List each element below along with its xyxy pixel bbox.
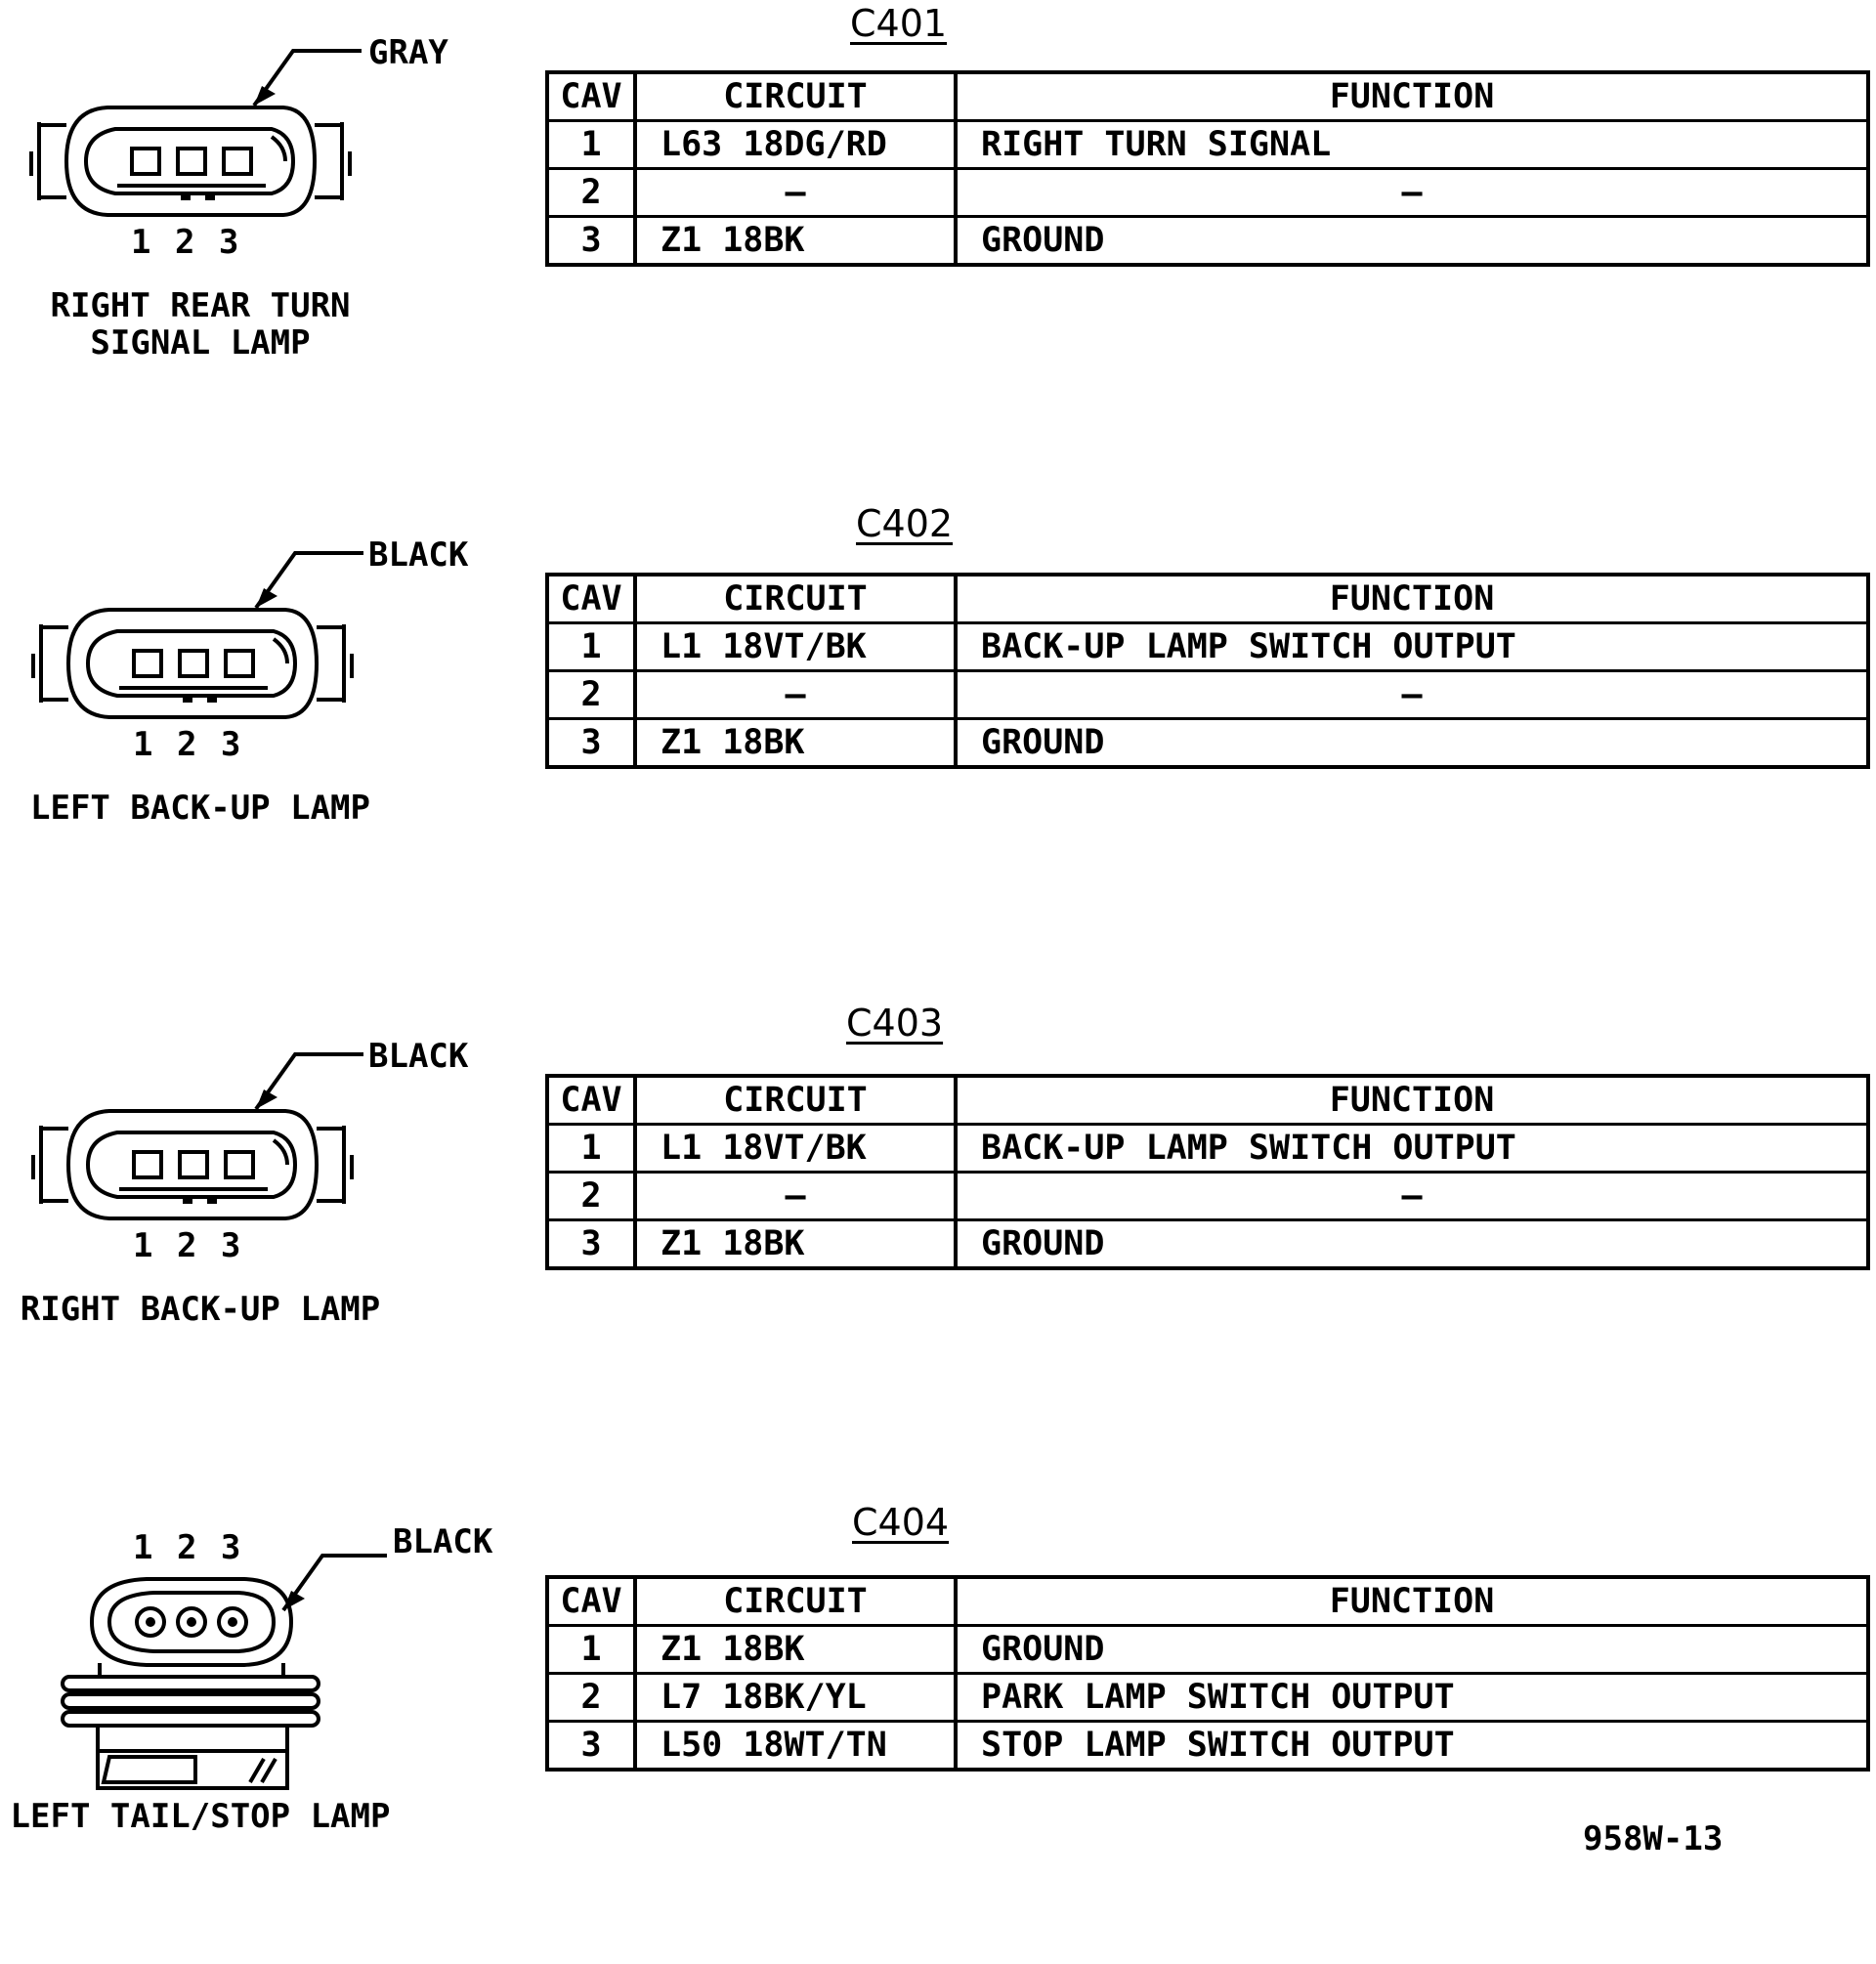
connector-name: RIGHT BACK-UP LAMP <box>20 1290 381 1329</box>
header-cav: CAV <box>547 1577 637 1627</box>
table-row: 2 – – <box>547 168 1868 218</box>
cell-cav: 3 <box>547 1721 637 1772</box>
table-header-row: CAV CIRCUIT FUNCTION <box>547 72 1868 122</box>
pin-numbers: 1 2 3 <box>133 1226 243 1265</box>
table-row: 1 L1 18VT/BK BACK-UP LAMP SWITCH OUTPUT <box>547 1124 1868 1174</box>
wire-color-label: BLACK <box>393 1522 493 1561</box>
cell-function: GROUND <box>956 216 1868 267</box>
header-circuit: CIRCUIT <box>635 1076 958 1126</box>
connector-section-c402: BLACK 1 2 3 LEFT BACK-UP LAMP C402 CAV C… <box>0 502 1876 961</box>
cell-function: GROUND <box>956 1219 1868 1270</box>
cell-function: PARK LAMP SWITCH OUTPUT <box>956 1673 1868 1723</box>
table-row: 1 Z1 18BK GROUND <box>547 1625 1868 1675</box>
cell-circuit: L1 18VT/BK <box>635 1124 958 1174</box>
table-header-row: CAV CIRCUIT FUNCTION <box>547 575 1868 624</box>
pin-numbers: 1 2 3 <box>133 1528 243 1567</box>
cell-cav: 1 <box>547 1124 637 1174</box>
header-circuit: CIRCUIT <box>635 72 958 122</box>
wire-color-label: BLACK <box>368 1037 469 1076</box>
connector-id: C401 <box>850 2 948 45</box>
cell-cav: 1 <box>547 1625 637 1675</box>
header-function: FUNCTION <box>956 72 1868 122</box>
table-header-row: CAV CIRCUIT FUNCTION <box>547 1076 1868 1126</box>
flat-connector-icon <box>31 1052 363 1220</box>
cell-cav: 1 <box>547 622 637 672</box>
cell-function: RIGHT TURN SIGNAL <box>956 120 1868 170</box>
table-row: 3 Z1 18BK GROUND <box>547 718 1868 769</box>
header-function: FUNCTION <box>956 1577 1868 1627</box>
table-row: 2 – – <box>547 670 1868 720</box>
flat-connector-icon <box>31 551 363 719</box>
cell-cav: 2 <box>547 1673 637 1723</box>
cell-function: – <box>956 1172 1868 1221</box>
header-cav: CAV <box>547 575 637 624</box>
connector-name: RIGHT REAR TURN SIGNAL LAMP <box>50 286 351 363</box>
header-cav: CAV <box>547 1076 637 1126</box>
table-row: 2 – – <box>547 1172 1868 1221</box>
table-row: 1 L1 18VT/BK BACK-UP LAMP SWITCH OUTPUT <box>547 622 1868 672</box>
connector-table: CAV CIRCUIT FUNCTION 1 L63 18DG/RD RIGHT… <box>545 70 1870 267</box>
header-circuit: CIRCUIT <box>635 575 958 624</box>
cell-cav: 2 <box>547 670 637 720</box>
cell-circuit: Z1 18BK <box>635 1219 958 1270</box>
cell-circuit: – <box>635 168 958 218</box>
cell-circuit: L1 18VT/BK <box>635 622 958 672</box>
cell-cav: 3 <box>547 1219 637 1270</box>
table-row: 1 L63 18DG/RD RIGHT TURN SIGNAL <box>547 120 1868 170</box>
cell-circuit: – <box>635 670 958 720</box>
connector-name: LEFT BACK-UP LAMP <box>30 789 370 828</box>
header-cav: CAV <box>547 72 637 122</box>
flat-connector-icon <box>29 49 362 217</box>
connector-table: CAV CIRCUIT FUNCTION 1 L1 18VT/BK BACK-U… <box>545 573 1870 769</box>
cell-function: GROUND <box>956 1625 1868 1675</box>
header-circuit: CIRCUIT <box>635 1577 958 1627</box>
connector-section-c404: BLACK 1 2 3 LEFT TAIL/STOP LAMP C404 CAV… <box>0 1501 1876 1964</box>
cell-function: – <box>956 168 1868 218</box>
cell-circuit: – <box>635 1172 958 1221</box>
cell-function: STOP LAMP SWITCH OUTPUT <box>956 1721 1868 1772</box>
table-row: 3 Z1 18BK GROUND <box>547 216 1868 267</box>
connector-id: C404 <box>852 1501 950 1544</box>
table-row: 3 L50 18WT/TN STOP LAMP SWITCH OUTPUT <box>547 1721 1868 1772</box>
pin-numbers: 1 2 3 <box>133 725 243 764</box>
cell-function: BACK-UP LAMP SWITCH OUTPUT <box>956 1124 1868 1174</box>
cell-circuit: L63 18DG/RD <box>635 120 958 170</box>
cell-cav: 3 <box>547 216 637 267</box>
connector-table: CAV CIRCUIT FUNCTION 1 L1 18VT/BK BACK-U… <box>545 1074 1870 1270</box>
figure-id: 958W-13 <box>1583 1819 1724 1858</box>
cell-cav: 2 <box>547 168 637 218</box>
wire-color-label: GRAY <box>368 33 448 72</box>
cell-circuit: L7 18BK/YL <box>635 1673 958 1723</box>
cell-function: BACK-UP LAMP SWITCH OUTPUT <box>956 622 1868 672</box>
connector-table: CAV CIRCUIT FUNCTION 1 Z1 18BK GROUND 2 … <box>545 1575 1870 1772</box>
header-function: FUNCTION <box>956 1076 1868 1126</box>
pin-numbers: 1 2 3 <box>131 223 241 262</box>
connector-id: C402 <box>856 502 954 545</box>
connector-name: LEFT TAIL/STOP LAMP <box>10 1797 391 1836</box>
round-pin-connector-icon <box>61 1554 387 1790</box>
cell-function: GROUND <box>956 718 1868 769</box>
cell-circuit: Z1 18BK <box>635 216 958 267</box>
cell-cav: 3 <box>547 718 637 769</box>
table-row: 2 L7 18BK/YL PARK LAMP SWITCH OUTPUT <box>547 1673 1868 1723</box>
cell-cav: 1 <box>547 120 637 170</box>
cell-cav: 2 <box>547 1172 637 1221</box>
connector-section-c401: GRAY 1 2 3 RIGHT REAR TURN SIGNAL LAMP C… <box>0 0 1876 459</box>
wire-color-label: BLACK <box>368 535 469 575</box>
connector-section-c403: BLACK 1 2 3 RIGHT BACK-UP LAMP C403 CAV … <box>0 1002 1876 1463</box>
cell-circuit: L50 18WT/TN <box>635 1721 958 1772</box>
table-header-row: CAV CIRCUIT FUNCTION <box>547 1577 1868 1627</box>
header-function: FUNCTION <box>956 575 1868 624</box>
table-row: 3 Z1 18BK GROUND <box>547 1219 1868 1270</box>
cell-circuit: Z1 18BK <box>635 718 958 769</box>
cell-function: – <box>956 670 1868 720</box>
connector-id: C403 <box>846 1002 944 1045</box>
cell-circuit: Z1 18BK <box>635 1625 958 1675</box>
